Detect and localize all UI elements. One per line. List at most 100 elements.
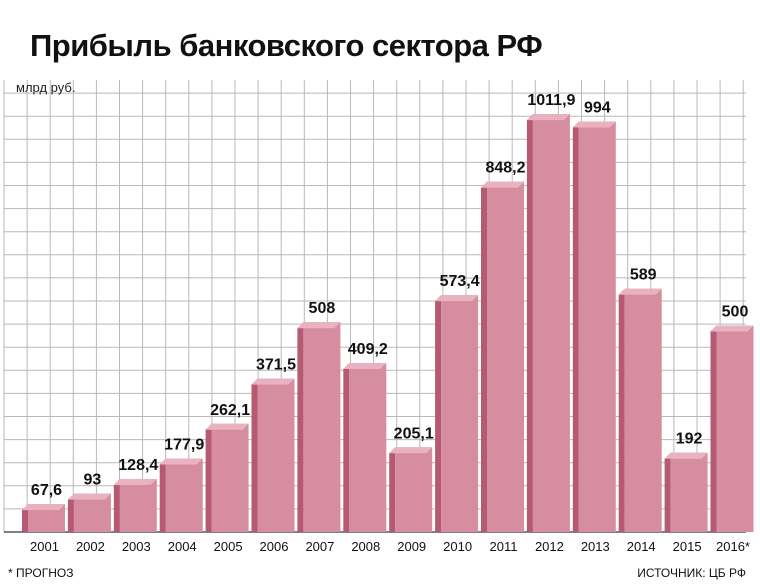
bar-front xyxy=(211,423,249,532)
x-tick-label: 2007 xyxy=(305,539,334,554)
x-tick-label: 2001 xyxy=(30,539,59,554)
bar-side xyxy=(572,121,579,532)
bar-front xyxy=(487,181,524,532)
footnote: * ПРОГНОЗ xyxy=(8,566,74,580)
bar-2003 xyxy=(113,478,157,532)
bar-2001 xyxy=(22,504,65,532)
bar-2014 xyxy=(618,288,662,532)
bar-side xyxy=(113,478,120,532)
bar-top xyxy=(435,295,479,302)
bar-side xyxy=(618,288,625,532)
bar-front xyxy=(165,458,203,532)
bar-side xyxy=(343,363,350,532)
bar-top xyxy=(618,288,662,295)
bar-top xyxy=(205,423,249,430)
bar-2005 xyxy=(205,423,249,532)
bar-front xyxy=(303,322,341,532)
value-label: 177,9 xyxy=(164,437,204,454)
bar-front xyxy=(532,114,570,532)
bar-top xyxy=(664,452,708,459)
bar-2006 xyxy=(251,378,295,532)
value-label: 371,5 xyxy=(256,357,296,374)
bar-2012 xyxy=(526,114,570,532)
x-tick-label: 2010 xyxy=(443,539,472,554)
bar-front xyxy=(257,378,295,532)
value-label: 508 xyxy=(309,300,336,317)
value-label: 573,4 xyxy=(440,273,480,290)
unit-label: млрд руб. xyxy=(16,80,76,95)
x-tick-label: 2006 xyxy=(260,539,289,554)
bar-top xyxy=(251,378,295,385)
bar-front xyxy=(73,493,111,532)
bar-side xyxy=(159,458,166,532)
value-label: 1011,9 xyxy=(527,92,575,109)
bar-front xyxy=(578,121,616,532)
bar-front xyxy=(119,478,157,532)
bar-top xyxy=(481,181,524,188)
source-note: ИСТОЧНИК: ЦБ РФ xyxy=(637,566,746,580)
value-label: 205,1 xyxy=(394,425,434,442)
x-tick-label: 2008 xyxy=(351,539,380,554)
x-tick-label: 2015 xyxy=(673,539,702,554)
bar-top xyxy=(710,325,754,332)
bar-2015 xyxy=(664,452,708,532)
bar-2007 xyxy=(297,322,341,532)
bar-front xyxy=(670,452,708,532)
value-label: 128,4 xyxy=(118,457,158,474)
bar-2008 xyxy=(343,363,387,532)
bar-top xyxy=(159,458,203,465)
value-label: 994 xyxy=(584,99,611,116)
bar-top xyxy=(297,322,341,329)
value-label: 67,6 xyxy=(31,482,62,499)
bar-2002 xyxy=(67,493,111,532)
bar-side xyxy=(67,493,74,532)
bar-front xyxy=(395,447,433,532)
x-tick-label: 2005 xyxy=(214,539,243,554)
bar-2013 xyxy=(572,121,616,532)
bar-side xyxy=(297,322,304,532)
x-tick-label: 2011 xyxy=(490,539,518,554)
chart-title: Прибыль банковского сектора РФ xyxy=(30,28,543,63)
bar-top xyxy=(572,121,616,128)
x-tick-label: 2014 xyxy=(627,539,656,554)
value-label: 500 xyxy=(722,304,749,321)
bar-side xyxy=(435,295,442,532)
bar-side xyxy=(205,423,212,532)
bar-2004 xyxy=(159,458,203,532)
bar-2010 xyxy=(435,295,479,532)
bar-front xyxy=(624,288,662,532)
bars xyxy=(22,114,754,532)
x-tick-label: 2003 xyxy=(122,539,151,554)
x-tick-label: 2013 xyxy=(581,539,610,554)
x-tick-label: 2004 xyxy=(168,539,197,554)
value-label: 93 xyxy=(84,472,102,489)
bar-side xyxy=(526,114,533,532)
bar-front xyxy=(716,325,754,532)
bar-top xyxy=(22,504,65,511)
x-tick-label: 2016* xyxy=(716,539,750,554)
bar-top xyxy=(113,478,157,485)
value-label: 848,2 xyxy=(485,160,525,177)
bar-side xyxy=(251,378,258,532)
value-label: 589 xyxy=(630,267,657,284)
bar-top xyxy=(343,363,387,370)
bar-front xyxy=(349,363,387,532)
bar-2011 xyxy=(481,181,524,532)
bar-front xyxy=(441,295,479,532)
bar-side xyxy=(481,181,487,532)
title-background xyxy=(0,10,746,80)
bar-side xyxy=(389,447,396,532)
bar-side xyxy=(664,452,671,532)
bar-top xyxy=(389,447,433,454)
bar-side xyxy=(22,504,28,532)
bar-2009 xyxy=(389,447,433,532)
x-tick-label: 2002 xyxy=(76,539,105,554)
bar-2016* xyxy=(710,325,754,532)
bar-top xyxy=(67,493,111,500)
bar-side xyxy=(710,325,717,532)
value-label: 262,1 xyxy=(210,402,250,419)
bar-top xyxy=(526,114,570,121)
x-tick-labels: 2001 2002 2003 2004 2005 2006 2007 2008 2009 2010… xyxy=(30,539,750,554)
value-labels: 67,6 93 128,4 177,9 262,1 371,5 508 409,2 205,1 5… xyxy=(31,92,749,499)
